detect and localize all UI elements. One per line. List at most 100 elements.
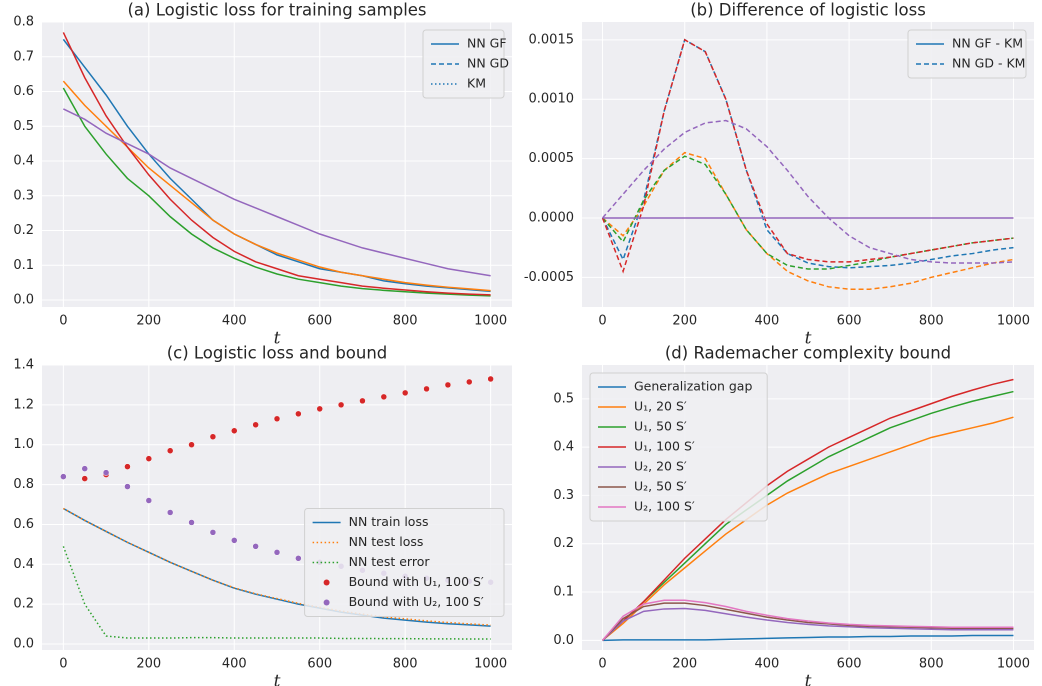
- legend-label: U₂, 20 S′: [634, 459, 687, 474]
- x-tick-label: 600: [837, 657, 862, 672]
- x-tick-label: 800: [919, 314, 944, 329]
- x-tick-label: 1000: [997, 657, 1030, 672]
- legend-label: NN test loss: [349, 534, 424, 549]
- y-tick-label: 0.8: [13, 15, 34, 30]
- series-line: [62, 507, 491, 626]
- y-tick-label: 0.4: [553, 440, 574, 455]
- series-line: [601, 599, 1014, 641]
- series-line: [62, 80, 491, 292]
- y-tick-label: 0.2: [13, 223, 34, 238]
- x-tick-label: 1000: [997, 314, 1030, 329]
- data-point: [231, 537, 238, 544]
- data-point: [401, 389, 409, 397]
- y-tick-label: 1.2: [13, 397, 34, 412]
- legend-label: Bound with U₂, 100 S′: [349, 594, 484, 609]
- y-tick-label: 0.0015: [529, 32, 575, 47]
- x-tick-label: 200: [672, 314, 697, 329]
- series-line: [63, 108, 491, 277]
- data-point: [252, 543, 259, 550]
- x-tick-label: 1000: [474, 314, 507, 329]
- x-tick-label: 400: [222, 657, 247, 672]
- data-point: [359, 397, 366, 405]
- chart-title: (c) Logistic loss and bound: [167, 344, 388, 363]
- legend-marker: [323, 579, 330, 586]
- x-tick-label: 200: [136, 314, 161, 329]
- data-point: [145, 497, 153, 504]
- y-tick-label: 0.0000: [529, 210, 575, 225]
- data-point: [81, 465, 88, 472]
- legend-label: Generalization gap: [634, 379, 752, 394]
- x-tick-label: 800: [393, 657, 418, 672]
- x-tick-label: 400: [754, 314, 779, 329]
- legend-box: [589, 372, 768, 522]
- chart-title: (a) Logistic loss for training samples: [127, 1, 426, 20]
- y-tick-label: 0.4: [13, 154, 34, 169]
- x-tick-label: 600: [307, 657, 332, 672]
- data-point: [209, 433, 217, 440]
- legend-label: NN GF: [467, 36, 507, 51]
- legend-label: U₂, 50 S′: [634, 479, 687, 494]
- legend-label: U₂, 100 S′: [634, 499, 695, 514]
- series-line: [601, 38, 1014, 274]
- y-tick-label: 0.3: [553, 488, 574, 503]
- data-point: [81, 475, 88, 482]
- series-line: [62, 87, 491, 297]
- legend-label: U₁, 100 S′: [634, 439, 695, 454]
- data-point: [188, 441, 195, 448]
- legend-label: U₁, 20 S′: [634, 399, 687, 414]
- y-tick-label: -0.0005: [524, 270, 574, 285]
- series-line: [602, 607, 1014, 641]
- y-tick-label: 0.5: [13, 119, 34, 134]
- x-tick-label: 800: [393, 314, 418, 329]
- y-tick-label: 0.0: [13, 637, 34, 652]
- data-point: [295, 555, 302, 562]
- data-point: [252, 421, 259, 429]
- data-point: [380, 393, 388, 401]
- legend-label: U₁, 50 S′: [634, 419, 687, 434]
- series-line: [602, 416, 1014, 641]
- x-tick-label: 0: [59, 657, 67, 672]
- data-point: [166, 509, 174, 516]
- data-point: [166, 447, 174, 454]
- y-tick-label: 0.8: [13, 477, 34, 492]
- y-tick-label: 0.6: [13, 517, 34, 532]
- x-tick-label: 200: [672, 657, 697, 672]
- data-point: [102, 469, 110, 476]
- data-point: [466, 378, 473, 386]
- chart-title: (d) Rademacher complexity bound: [665, 344, 951, 363]
- legend-label: Bound with U₁, 100 S′: [349, 574, 484, 589]
- series-line: [602, 151, 1014, 290]
- x-tick-label: 400: [222, 314, 247, 329]
- x-axis-label: t: [274, 329, 281, 349]
- data-point: [273, 415, 281, 423]
- y-tick-label: 0.6: [13, 84, 34, 99]
- legend-marker: [323, 599, 330, 606]
- y-tick-label: 0.2: [553, 536, 574, 551]
- y-tick-label: 0.1: [13, 258, 34, 273]
- data-point: [295, 410, 302, 418]
- x-tick-label: 1000: [474, 657, 507, 672]
- x-tick-label: 200: [136, 657, 161, 672]
- y-tick-label: 1.4: [13, 358, 34, 373]
- series-line: [602, 378, 1014, 641]
- x-tick-label: 0: [598, 314, 606, 329]
- legend-label: NN test error: [349, 554, 431, 569]
- y-tick-label: 0.7: [13, 49, 34, 64]
- data-point: [316, 405, 323, 413]
- y-tick-label: 0.0005: [529, 151, 575, 166]
- data-point: [273, 549, 281, 556]
- series-line: [62, 32, 491, 296]
- y-tick-label: 1.0: [13, 437, 34, 452]
- series-line: [602, 602, 1014, 641]
- y-tick-label: 0.4: [13, 557, 34, 572]
- data-point: [209, 529, 217, 536]
- x-axis-label: t: [805, 329, 812, 349]
- legend-box: [907, 29, 1027, 79]
- x-tick-label: 400: [754, 657, 779, 672]
- legend-label: NN GF - KM: [952, 36, 1023, 51]
- data-point: [124, 483, 131, 490]
- data-point: [231, 427, 238, 435]
- x-tick-label: 0: [598, 657, 606, 672]
- legend-label: NN train loss: [349, 514, 429, 529]
